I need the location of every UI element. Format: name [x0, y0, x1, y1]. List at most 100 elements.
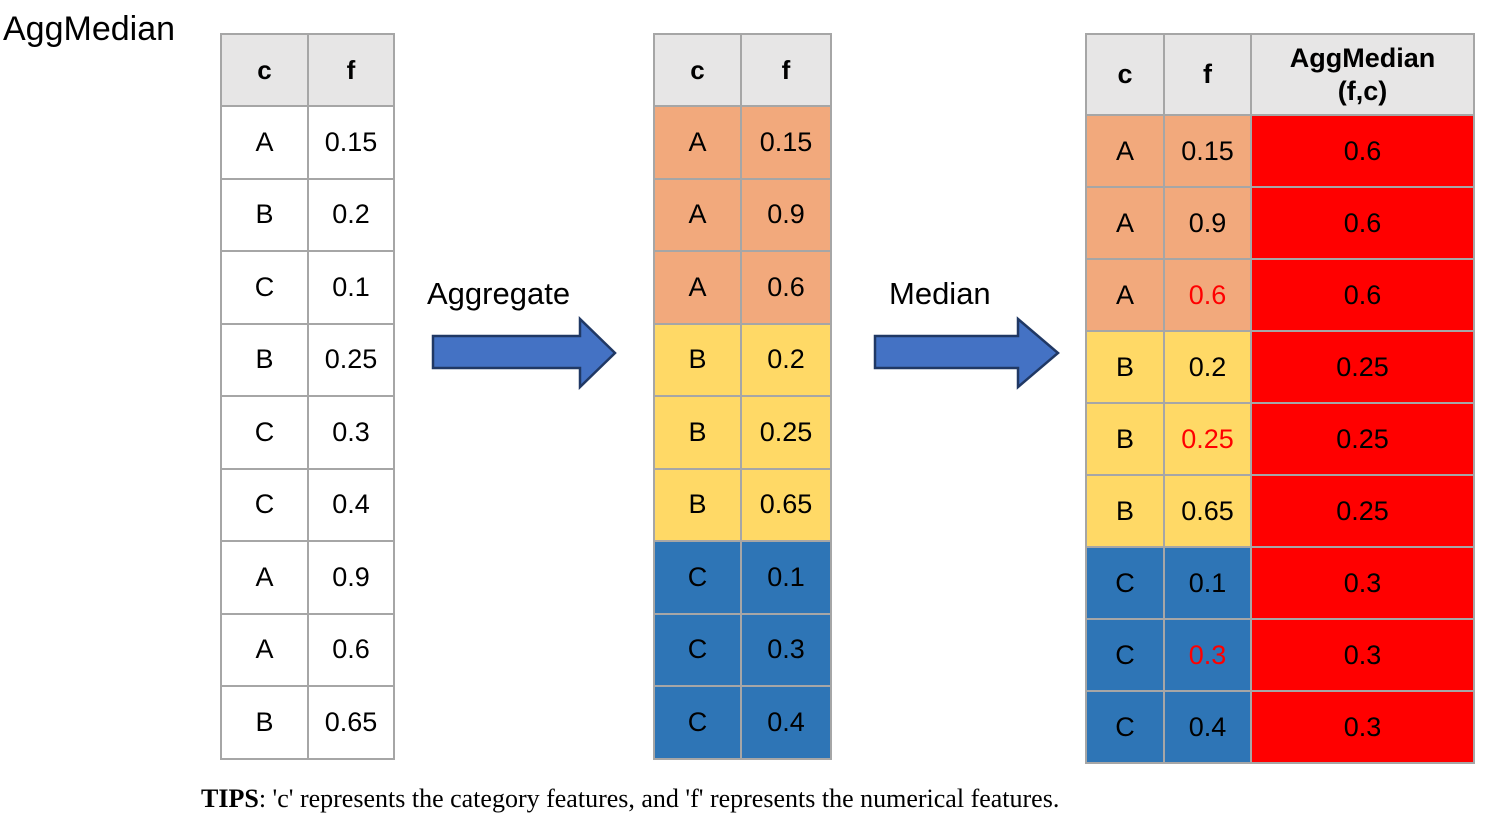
table-row: B 0.2 [653, 322, 832, 397]
aggregate-arrow-label: Aggregate [427, 276, 571, 311]
table-row: B 0.65 [220, 685, 395, 760]
cell-f: 0.1 [307, 250, 395, 325]
header-row: c f AggMedian (f,c) [1085, 33, 1475, 116]
cell-c: A [1085, 114, 1165, 188]
table-row: B 0.65 [653, 467, 832, 542]
cell-c: A [220, 540, 309, 615]
cell-f: 0.4 [1163, 690, 1252, 764]
cell-f: 0.6 [1163, 258, 1252, 332]
cell-f: 0.1 [740, 540, 832, 615]
cell-f: 0.2 [740, 322, 832, 397]
column-header-aggmedian: AggMedian (f,c) [1250, 33, 1475, 116]
cell-f: 0.9 [307, 540, 395, 615]
table-row: A 0.15 [653, 105, 832, 180]
column-header-f: f [740, 33, 832, 107]
cell-f: 0.25 [307, 322, 395, 397]
column-header-label: c [1117, 59, 1133, 90]
cell-agg: 0.3 [1250, 546, 1475, 620]
cell-f: 0.6 [740, 250, 832, 325]
table-row: A 0.6 0.6 [1085, 258, 1475, 332]
cell-c: A [653, 105, 742, 180]
table-row: C 0.3 0.3 [1085, 618, 1475, 692]
cell-c: B [220, 177, 309, 252]
cell-agg: 0.6 [1250, 114, 1475, 188]
table-row: B 0.25 [653, 395, 832, 470]
cell-f: 0.65 [1163, 474, 1252, 548]
table-row: A 0.6 [653, 250, 832, 325]
result-table: c f AggMedian (f,c) A 0.15 0.6 A 0.9 0.6 A 0.6 0.6 B… [1085, 33, 1475, 764]
cell-c: C [653, 685, 742, 760]
cell-agg: 0.3 [1250, 690, 1475, 764]
table-row: C 0.3 [653, 612, 832, 687]
table-row: B 0.25 [220, 322, 395, 397]
cell-c: A [220, 105, 309, 180]
table-row: C 0.3 [220, 395, 395, 470]
page-title: AggMedian [3, 10, 176, 48]
cell-c: C [220, 467, 309, 542]
tips-body: : 'c' represents the category features, … [258, 784, 1060, 813]
cell-f: 0.25 [1163, 402, 1252, 476]
cell-c: A [1085, 186, 1165, 260]
column-header-label: c [690, 54, 705, 85]
cell-agg: 0.25 [1250, 402, 1475, 476]
cell-f: 0.9 [740, 177, 832, 252]
table-row: B 0.2 [220, 177, 395, 252]
cell-c: C [653, 540, 742, 615]
cell-f: 0.3 [740, 612, 832, 687]
cell-c: B [653, 395, 742, 470]
cell-c: C [1085, 546, 1165, 620]
cell-c: C [1085, 618, 1165, 692]
cell-c: C [220, 395, 309, 470]
table-row: B 0.65 0.25 [1085, 474, 1475, 548]
table-row: A 0.9 [653, 177, 832, 252]
cell-agg: 0.6 [1250, 186, 1475, 260]
cell-f: 0.3 [1163, 618, 1252, 692]
column-header-label: f [781, 54, 791, 85]
column-header-label: AggMedian (f,c) [1289, 43, 1436, 106]
table-row: A 0.15 0.6 [1085, 114, 1475, 188]
cell-agg: 0.25 [1250, 474, 1475, 548]
table-row: C 0.1 0.3 [1085, 546, 1475, 620]
column-header-c: c [220, 33, 309, 107]
column-header-label: f [1203, 59, 1212, 90]
cell-f: 0.15 [1163, 114, 1252, 188]
column-header-label: c [257, 54, 272, 85]
table-row: A 0.9 0.6 [1085, 186, 1475, 260]
cell-agg: 0.6 [1250, 258, 1475, 332]
cell-c: B [1085, 402, 1165, 476]
column-header-c: c [653, 33, 742, 107]
cell-f: 0.4 [307, 467, 395, 542]
cell-f: 0.2 [307, 177, 395, 252]
column-header-f: f [1163, 33, 1252, 116]
cell-c: A [220, 612, 309, 687]
cell-f: 0.6 [307, 612, 395, 687]
table-row: C 0.1 [220, 250, 395, 325]
table-row: A 0.15 [220, 105, 395, 180]
cell-f: 0.2 [1163, 330, 1252, 404]
column-header-c: c [1085, 33, 1165, 116]
cell-f: 0.25 [740, 395, 832, 470]
table-row: A 0.9 [220, 540, 395, 615]
cell-f: 0.4 [740, 685, 832, 760]
cell-c: B [653, 467, 742, 542]
cell-c: A [653, 177, 742, 252]
table-row: C 0.4 [653, 685, 832, 760]
tips-text: TIPS: 'c' represents the category featur… [201, 784, 1059, 814]
cell-f: 0.65 [307, 685, 395, 760]
table-row: B 0.25 0.25 [1085, 402, 1475, 476]
table-row: B 0.2 0.25 [1085, 330, 1475, 404]
cell-agg: 0.25 [1250, 330, 1475, 404]
cell-c: C [653, 612, 742, 687]
cell-c: C [1085, 690, 1165, 764]
median-arrow-icon [873, 316, 1060, 390]
table-row: C 0.4 [220, 467, 395, 542]
cell-agg: 0.3 [1250, 618, 1475, 692]
aggregate-arrow-icon [431, 316, 617, 390]
column-header-label: f [346, 54, 356, 85]
cell-c: A [653, 250, 742, 325]
table-row: A 0.6 [220, 612, 395, 687]
cell-f: 0.15 [307, 105, 395, 180]
